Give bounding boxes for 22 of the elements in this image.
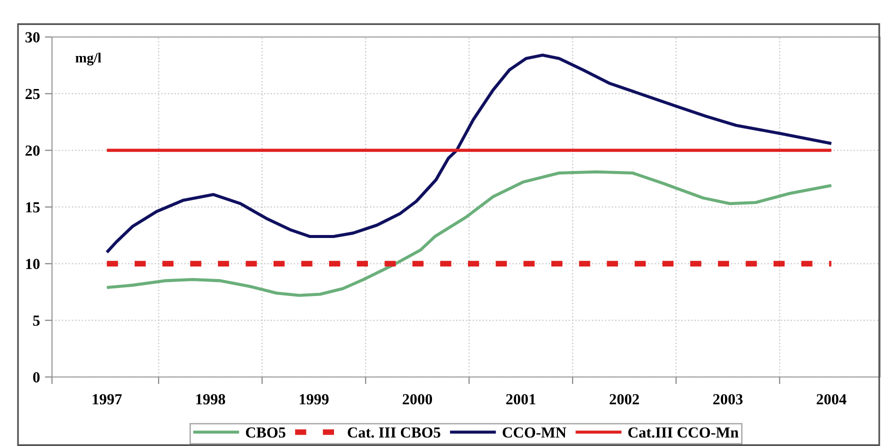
x-tick-label: 1997 (92, 394, 122, 404)
x-tick-label: 1999 (300, 394, 329, 404)
legend-label: CCO-MN (502, 427, 566, 438)
line-series (105, 170, 833, 297)
y-tick-label: 25 (26, 88, 40, 100)
y-axis-title: mg/l (76, 52, 102, 66)
legend-label: Cat. III CBO5 (348, 427, 440, 438)
x-tick-label: 2003 (713, 394, 743, 404)
legend-label: CBO5 (246, 427, 286, 438)
y-tick-label: 0 (33, 372, 40, 382)
y-tick-label: 5 (33, 316, 40, 326)
x-tick-label: 2002 (610, 394, 639, 404)
legend-label: Cat.III CCO-Mn (628, 427, 739, 438)
y-tick-label: 10 (26, 258, 40, 270)
line-series (105, 54, 833, 254)
x-tick-label: 2000 (402, 394, 432, 404)
x-tick-label: 2004 (816, 394, 846, 404)
y-tick-label: 20 (26, 145, 40, 156)
y-tick-label: 30 (25, 32, 40, 42)
x-tick-label: 1998 (196, 394, 226, 404)
x-tick-label: 2001 (506, 394, 536, 404)
y-tick-label: 15 (26, 202, 40, 212)
